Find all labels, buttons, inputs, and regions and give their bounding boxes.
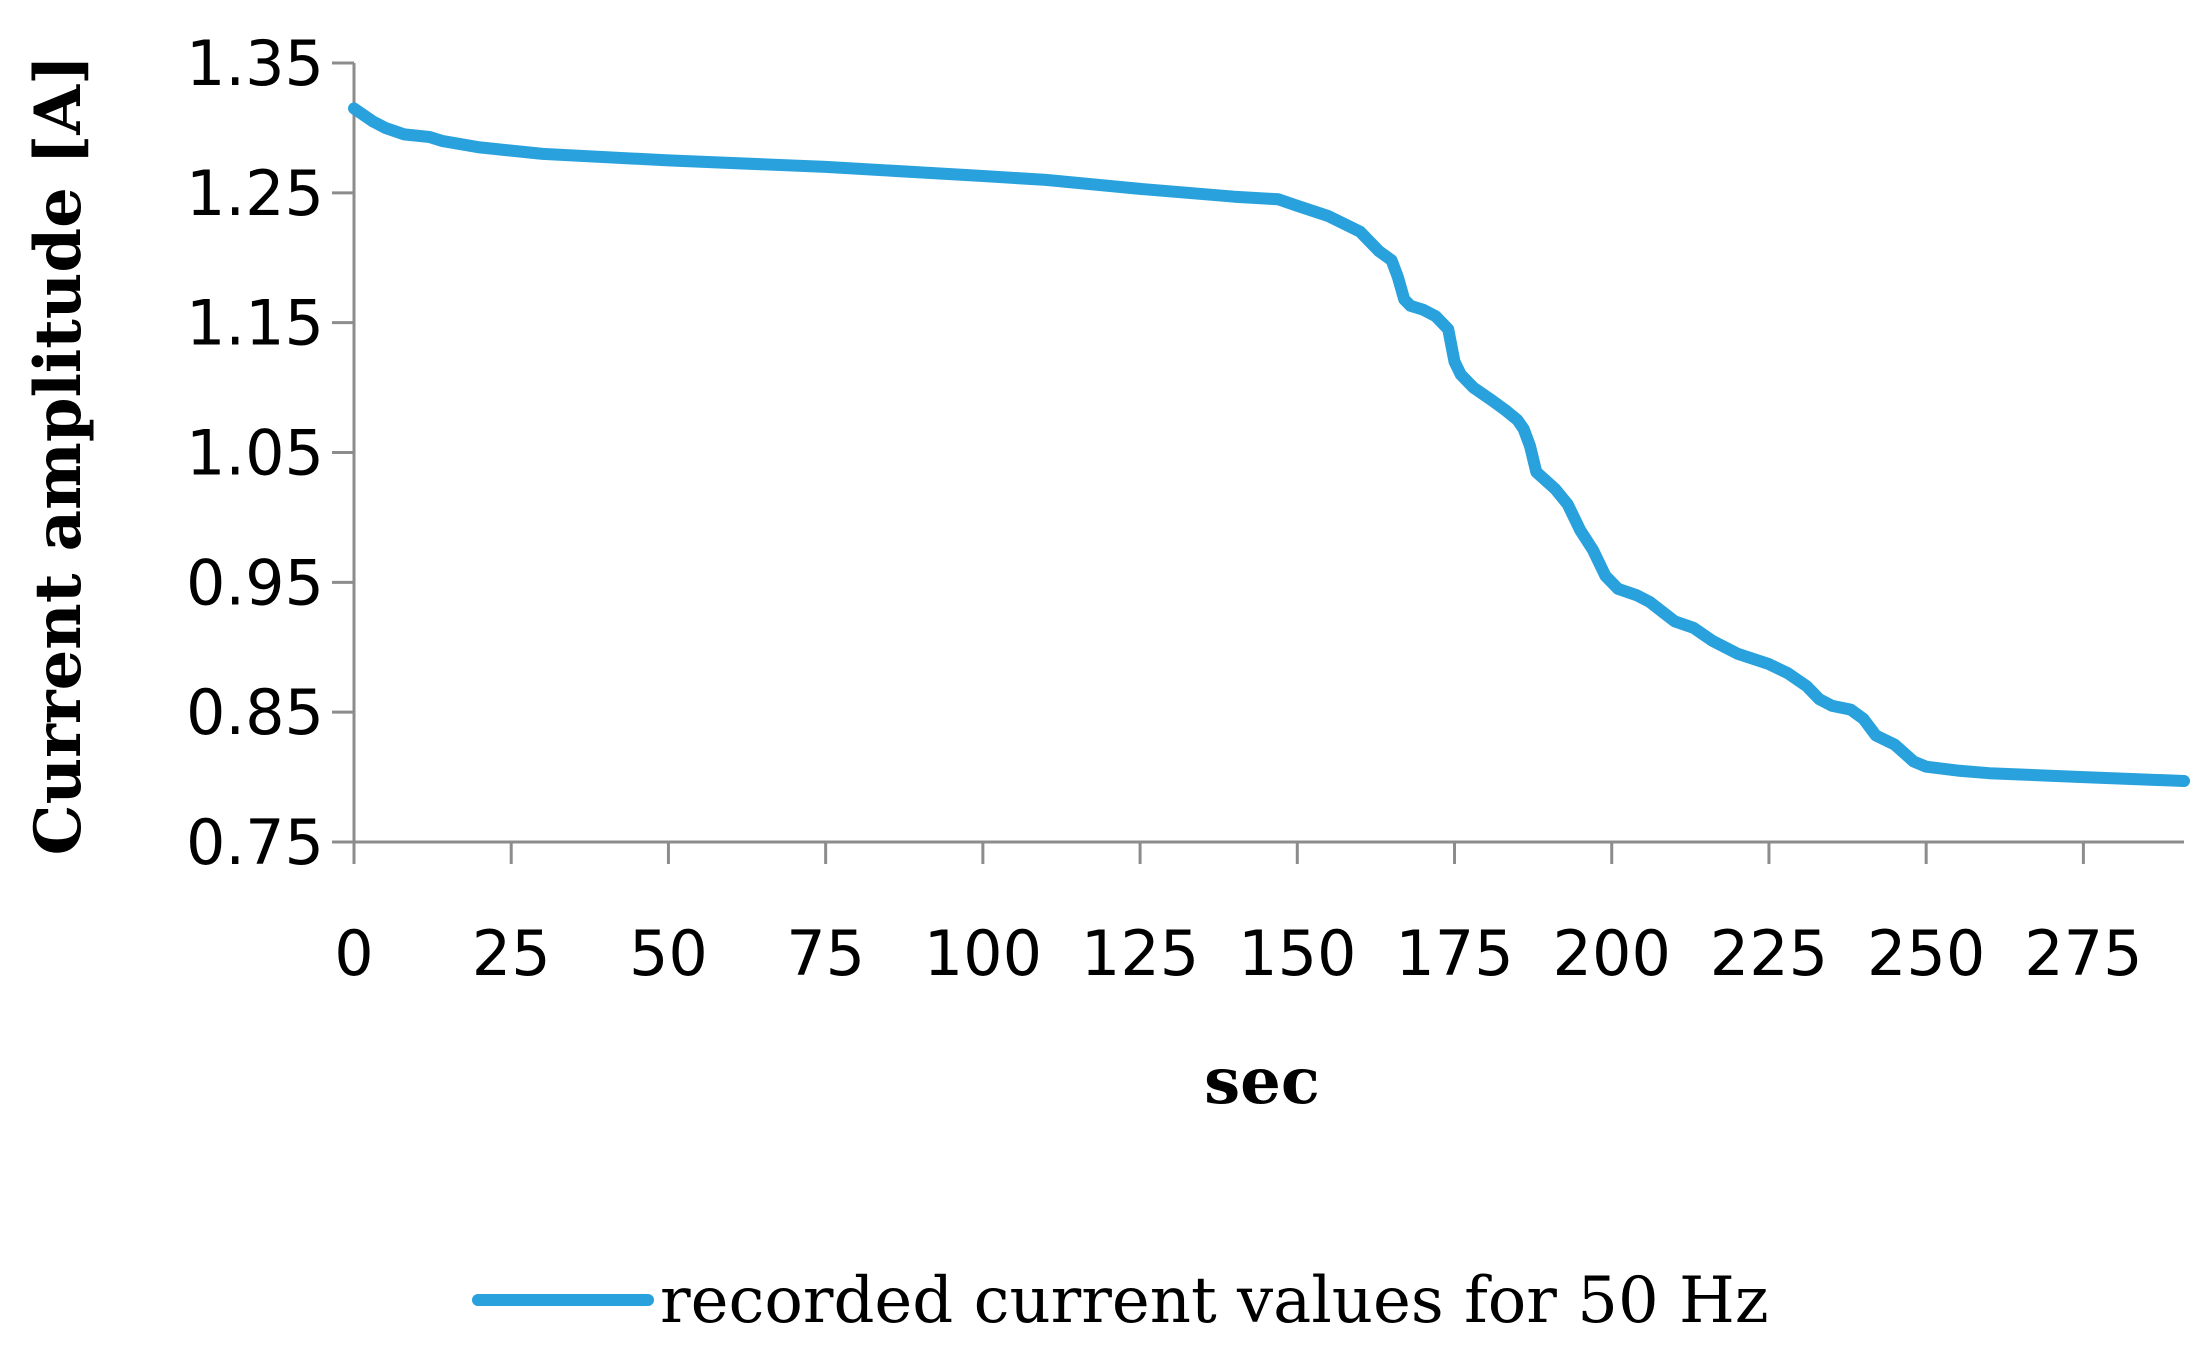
x-tick-label: 50 (629, 917, 708, 990)
x-tick-label: 250 (1867, 917, 1985, 990)
series-layer (348, 102, 2190, 787)
y-tick-label: 0.75 (186, 806, 324, 879)
y-tick-label: 1.15 (186, 287, 324, 360)
x-axis-title: sec (1204, 1044, 1320, 1119)
x-tick-label: 175 (1395, 917, 1513, 990)
x-tick-label: 150 (1238, 917, 1356, 990)
series-line-1 (348, 102, 2190, 787)
y-tick-label: 0.85 (186, 676, 324, 749)
legend-label-series-1: recorded current values for 50 Hz (660, 1264, 1769, 1338)
y-tick-label: 1.35 (186, 27, 324, 100)
x-tick-label: 125 (1081, 917, 1199, 990)
y-axis-title: Current amplitude [A] (21, 55, 96, 856)
x-tick-label: 0 (334, 917, 373, 990)
y-tick-label: 1.25 (186, 157, 324, 230)
y-tick-label: 0.95 (186, 546, 324, 619)
chart-axes (352, 63, 2184, 844)
legend: recorded current values for 50 Hz (472, 1264, 1769, 1338)
y-tick-label: 1.05 (186, 417, 324, 490)
chart-ticks: 1.35 1.25 1.15 1.05 0.95 0.85 0.750 25 50 75 100 12… (186, 27, 2143, 990)
x-tick-label: 200 (1553, 917, 1671, 990)
x-tick-label: 75 (786, 917, 865, 990)
x-tick-label: 225 (1710, 917, 1828, 990)
x-tick-label: 25 (472, 917, 551, 990)
x-tick-label: 100 (924, 917, 1042, 990)
x-tick-label: 275 (2024, 917, 2142, 990)
